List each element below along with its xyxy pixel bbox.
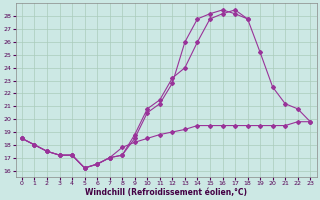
X-axis label: Windchill (Refroidissement éolien,°C): Windchill (Refroidissement éolien,°C) [85,188,247,197]
